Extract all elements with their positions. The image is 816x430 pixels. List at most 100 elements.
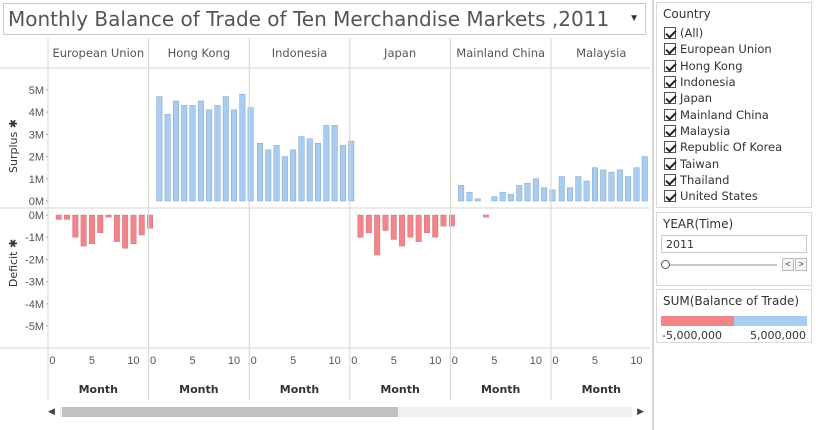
panel-header: Japan — [383, 46, 416, 60]
x-tick-label: 5 — [592, 355, 598, 367]
deficit-tick-label: 0M — [29, 210, 44, 222]
x-tick-label: 0 — [150, 355, 156, 367]
country-option[interactable]: United States — [657, 188, 811, 204]
checkbox-checked-icon[interactable] — [664, 190, 676, 203]
checkbox-checked-icon[interactable] — [664, 43, 676, 56]
bar — [156, 96, 163, 202]
chevron-right-icon[interactable]: > — [795, 258, 807, 271]
scroll-left-icon[interactable]: ◀ — [48, 406, 55, 416]
country-option[interactable]: Taiwan — [657, 155, 811, 171]
scroll-thumb[interactable] — [62, 407, 398, 417]
x-tick-label: 10 — [429, 355, 441, 367]
checkbox-checked-icon[interactable] — [664, 157, 676, 170]
bar — [567, 187, 573, 202]
x-tick-label: 10 — [630, 355, 642, 367]
checkbox-checked-icon[interactable] — [664, 27, 676, 40]
x-tick-label: 10 — [530, 355, 542, 367]
country-option[interactable]: Hong Kong — [657, 58, 811, 74]
x-tick-label: 5 — [391, 355, 397, 367]
checkbox-checked-icon[interactable] — [664, 59, 676, 72]
bar — [340, 145, 346, 202]
chevron-down-icon[interactable]: ▼ — [629, 13, 639, 24]
country-option-label: Republic Of Korea — [680, 140, 783, 155]
bar — [206, 109, 213, 202]
title-box[interactable]: Monthly Balance of Trade of Ten Merchand… — [3, 3, 646, 35]
legend-positive — [734, 316, 807, 326]
bar — [558, 176, 565, 202]
x-tick-label: 0 — [351, 355, 357, 367]
slider-handle[interactable] — [661, 260, 670, 269]
page-title: Monthly Balance of Trade of Ten Merchand… — [8, 7, 610, 31]
bar — [458, 185, 465, 202]
bar — [524, 183, 531, 202]
chart: 0M 1M 2M 3M 4M 5M 0M -1M -2M -3M -4M -5M Surplus ✱ De… — [0, 38, 650, 400]
bar — [549, 189, 556, 202]
surplus-tick-label: 5M — [29, 85, 44, 97]
checkbox-checked-icon[interactable] — [664, 92, 676, 105]
x-axis-label: Month — [582, 383, 621, 396]
country-filter-title: Country — [663, 7, 711, 21]
bar — [357, 214, 364, 238]
bar — [575, 176, 582, 202]
chevron-left-icon[interactable]: < — [782, 258, 794, 271]
x-tick-label: 0 — [251, 355, 257, 367]
bar — [64, 214, 71, 220]
x-tick-label: 10 — [329, 355, 341, 367]
bar — [424, 214, 430, 233]
bar — [600, 169, 607, 202]
bar — [273, 145, 280, 202]
country-option-label: Thailand — [680, 172, 730, 187]
country-option-label: Hong Kong — [680, 58, 743, 73]
checkbox-checked-icon[interactable] — [664, 76, 676, 89]
year-filter-title: YEAR(Time) — [663, 217, 734, 231]
country-option[interactable]: (All) — [657, 25, 811, 41]
bar — [508, 194, 514, 202]
bar — [374, 214, 381, 256]
surplus-tick-label: 2M — [29, 152, 44, 164]
country-option[interactable]: Thailand — [657, 172, 811, 188]
checkbox-checked-icon[interactable] — [664, 124, 676, 137]
bar — [415, 214, 422, 242]
bar — [532, 178, 539, 202]
bar — [138, 214, 145, 236]
deficit-tick-label: -4M — [25, 299, 44, 311]
country-option-label: United States — [680, 189, 758, 204]
bar — [181, 105, 188, 202]
scroll-right-icon[interactable]: ▶ — [637, 406, 644, 416]
country-option[interactable]: Malaysia — [657, 123, 811, 139]
country-option-label: Malaysia — [680, 123, 731, 138]
x-tick-label: 5 — [491, 355, 497, 367]
horizontal-scrollbar[interactable]: ◀ ▶ — [48, 405, 644, 419]
country-option[interactable]: Republic Of Korea — [657, 139, 811, 155]
checkbox-checked-icon[interactable] — [664, 108, 676, 121]
year-slider[interactable]: < > — [661, 257, 807, 273]
checkbox-checked-icon[interactable] — [664, 173, 676, 186]
x-tick-label: 0 — [49, 355, 55, 367]
slider-track[interactable] — [665, 264, 777, 266]
bar — [239, 94, 246, 202]
year-input[interactable]: 2011 — [661, 235, 807, 253]
country-option[interactable]: Indonesia — [657, 74, 811, 90]
bar — [483, 214, 489, 218]
bar — [281, 156, 288, 202]
country-option[interactable]: Japan — [657, 90, 811, 106]
bar — [113, 214, 120, 242]
bar — [147, 214, 154, 229]
pane-divider[interactable] — [652, 0, 654, 430]
country-option[interactable]: Mainland China — [657, 106, 811, 122]
panel-header: Hong Kong — [168, 46, 231, 60]
bar — [172, 100, 179, 202]
checkbox-checked-icon[interactable] — [664, 141, 676, 154]
country-option[interactable]: European Union — [657, 41, 811, 57]
surplus-tick-label: 0M — [29, 196, 44, 208]
bar — [214, 105, 221, 202]
x-tick-label: 0 — [452, 355, 458, 367]
bar — [440, 214, 447, 227]
bar — [80, 214, 87, 247]
color-legend-title: SUM(Balance of Trade) — [663, 294, 800, 308]
country-option-label: (All) — [680, 26, 704, 41]
bar — [541, 187, 548, 202]
x-tick-label: 0 — [552, 355, 558, 367]
color-legend-labels: -5,000,000 5,000,000 — [657, 326, 811, 342]
x-axis-label: Month — [79, 383, 118, 396]
